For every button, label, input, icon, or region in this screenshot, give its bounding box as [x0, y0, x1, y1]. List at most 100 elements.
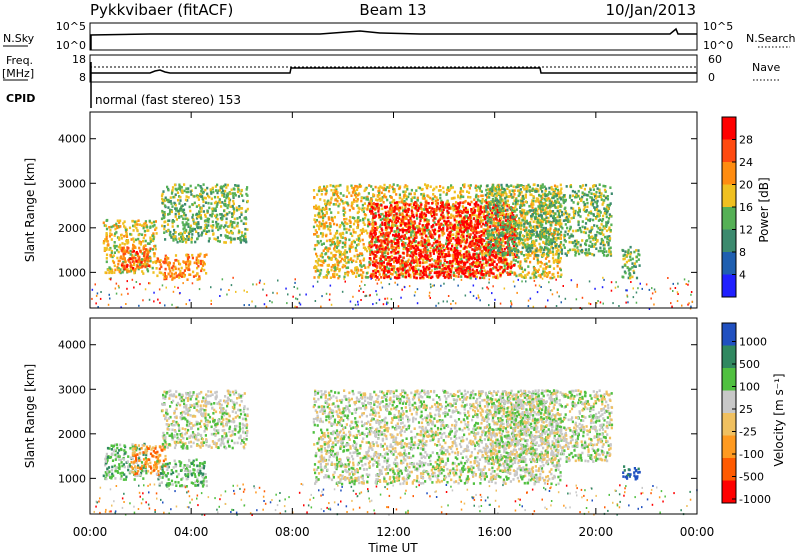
power-cell [466, 229, 469, 233]
power-cell [459, 190, 462, 194]
power-cell [317, 225, 320, 228]
power-cell [144, 261, 147, 264]
power-cell [170, 192, 174, 195]
power-cell [408, 268, 412, 272]
power-cell [491, 262, 494, 266]
power-cell [536, 257, 539, 260]
power-cell [494, 225, 497, 228]
power-cell [462, 226, 465, 230]
power-cell [463, 216, 466, 219]
power-cell [487, 248, 490, 252]
power-cell [498, 260, 501, 264]
power-cell [462, 235, 465, 238]
power-cell [374, 203, 377, 206]
power-cell [409, 275, 412, 279]
power-cell [479, 184, 482, 188]
power-cell [393, 219, 396, 222]
power-cell [509, 273, 512, 276]
power-cell [461, 218, 464, 221]
power-cell [487, 188, 490, 191]
power-cell [443, 255, 446, 259]
power-cell [547, 236, 550, 239]
power-cell [536, 188, 539, 191]
power-cell [142, 226, 145, 230]
power-cell [361, 203, 364, 207]
power-cell [329, 243, 332, 247]
power-cell [419, 251, 422, 254]
power-cell [181, 204, 184, 207]
power-cell [149, 257, 152, 260]
power-cell [393, 256, 396, 260]
power-cell [134, 253, 137, 256]
power-cell [201, 264, 205, 267]
power-cell [461, 222, 464, 226]
power-cell [169, 269, 172, 273]
power-cell [556, 220, 559, 224]
power-cell [531, 199, 534, 202]
power-cell [352, 259, 355, 263]
power-cell [490, 253, 493, 257]
power-cell [472, 274, 475, 278]
power-cell [465, 250, 468, 254]
power-cell [509, 218, 512, 222]
power-cell [224, 224, 227, 228]
power-cell [546, 255, 549, 259]
power-cell [401, 198, 404, 201]
power-cell [480, 230, 483, 233]
power-cell [192, 218, 195, 221]
power-cell [416, 261, 419, 265]
power-cell [378, 247, 381, 251]
power-cell [422, 258, 425, 262]
power-cell [154, 260, 157, 263]
power-cell [486, 253, 489, 257]
power-cell [539, 275, 542, 279]
power-cell [495, 254, 498, 257]
power-cell [359, 252, 362, 255]
power-cell [449, 226, 452, 230]
power-cell [559, 203, 562, 206]
power-cell [553, 237, 556, 240]
power-cell [245, 217, 248, 221]
power-cell [412, 215, 415, 219]
power-cell [336, 266, 339, 270]
power-cell [440, 249, 443, 253]
power-cell [113, 251, 116, 254]
power-cell [497, 211, 500, 214]
power-cell [444, 206, 447, 209]
power-cell [404, 224, 407, 227]
power-cell [412, 231, 416, 234]
power-cell [182, 238, 185, 241]
power-cell [554, 223, 557, 226]
power-cell [435, 223, 438, 226]
power-cell [334, 185, 337, 189]
power-cell [420, 203, 423, 206]
power-cell [199, 185, 202, 188]
power-cell [546, 275, 549, 278]
power-cell [188, 268, 191, 272]
power-cell [543, 208, 546, 212]
power-cell [144, 244, 147, 247]
power-cell [410, 188, 413, 192]
power-cell [550, 187, 553, 191]
power-cell [133, 261, 136, 264]
power-cell [451, 260, 454, 263]
power-cell [196, 215, 199, 219]
power-cell [187, 264, 190, 268]
power-cell [446, 236, 449, 240]
power-cell [233, 226, 236, 230]
power-cell [440, 246, 443, 250]
power-cell [452, 233, 455, 236]
power-cell [491, 206, 495, 210]
power-cell [181, 237, 184, 241]
power-cell [450, 184, 453, 187]
power-cell [144, 265, 147, 269]
power-cell [369, 202, 373, 205]
power-cell [605, 221, 608, 224]
power-cell [104, 248, 107, 252]
power-cell [418, 254, 421, 257]
power-cell [333, 273, 336, 276]
power-cell [499, 238, 502, 241]
power-cell [455, 211, 458, 214]
power-cell [472, 253, 475, 256]
power-cell [481, 206, 484, 209]
